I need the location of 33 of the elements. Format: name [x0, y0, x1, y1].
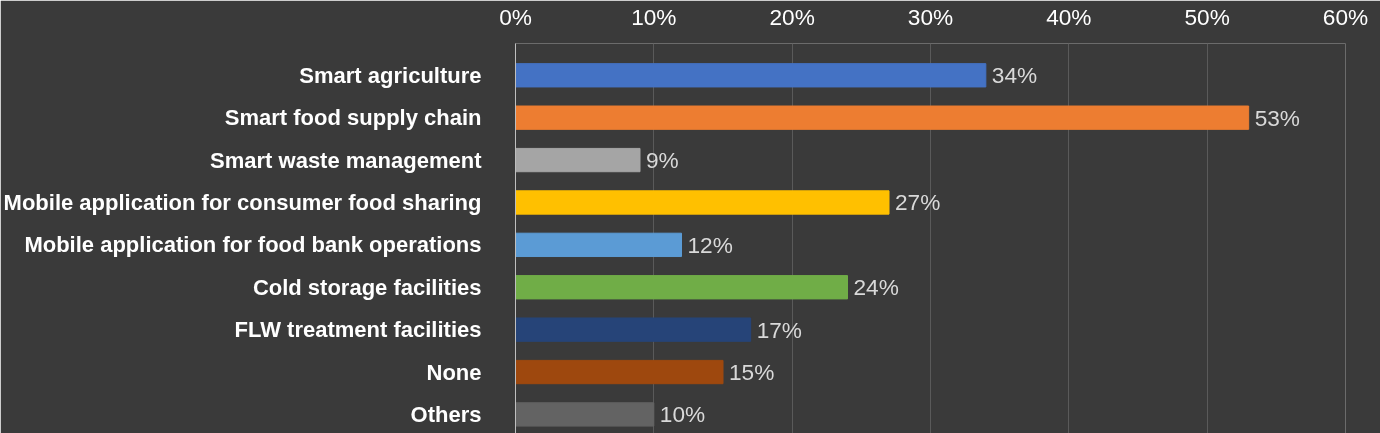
x-tick-label: 10%: [631, 3, 677, 30]
data-label: 9%: [646, 147, 679, 174]
x-tick-label: 0%: [499, 3, 532, 30]
data-label: 53%: [1254, 104, 1301, 131]
bar: [515, 275, 848, 300]
x-tick-label: 40%: [1046, 3, 1092, 30]
data-label: 15%: [729, 359, 775, 386]
x-tick-label: 50%: [1184, 3, 1230, 30]
bar: [515, 147, 641, 173]
x-tick-label: 60%: [1322, 3, 1369, 30]
x-tick-label: 20%: [769, 3, 815, 30]
y-tick-label: Mobile application for food bank operations: [24, 232, 482, 258]
bar: [515, 232, 682, 258]
bar: [515, 359, 724, 385]
data-label: 34%: [991, 62, 1038, 89]
bar: [515, 317, 752, 342]
data-label: 12%: [687, 231, 733, 258]
data-label: 24%: [853, 274, 899, 301]
data-label: 27%: [895, 189, 941, 216]
y-tick-label: Cold storage facilities: [252, 274, 482, 300]
bar: [515, 105, 1250, 130]
y-tick-label: Others: [410, 401, 482, 427]
y-tick-label: Smart food supply chain: [224, 105, 482, 131]
data-label: 10%: [659, 401, 706, 428]
bar: [515, 63, 987, 88]
bar: [515, 190, 890, 215]
y-tick-label: Mobile application for consumer food sharing: [3, 189, 482, 215]
x-tick-label: 30%: [907, 3, 954, 30]
y-tick-label: Smart waste management: [210, 147, 483, 173]
data-label: 17%: [756, 316, 803, 343]
y-tick-label: FLW treatment facilities: [234, 317, 482, 343]
y-tick-label: None: [426, 359, 482, 385]
y-tick-label: Smart agriculture: [299, 62, 482, 88]
